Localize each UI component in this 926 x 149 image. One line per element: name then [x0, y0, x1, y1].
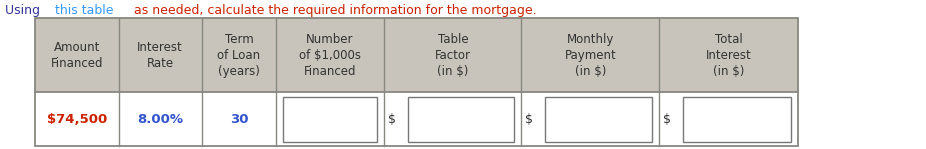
- Text: Total
Interest
(in $): Total Interest (in $): [706, 33, 752, 78]
- Text: Table
Factor
(in $): Table Factor (in $): [435, 33, 470, 78]
- Text: 30: 30: [230, 113, 248, 126]
- Bar: [283, 97, 377, 142]
- Text: Term
of Loan
(years): Term of Loan (years): [218, 33, 260, 78]
- Text: Using: Using: [5, 4, 44, 17]
- Bar: [408, 97, 514, 142]
- Text: Monthly
Payment
(in $): Monthly Payment (in $): [565, 33, 616, 78]
- Text: Amount
Financed: Amount Financed: [51, 41, 103, 70]
- Text: $: $: [525, 113, 533, 126]
- Text: as needed, calculate the required information for the mortgage.: as needed, calculate the required inform…: [131, 4, 537, 17]
- Text: 8.00%: 8.00%: [137, 113, 183, 126]
- Text: Number
of $1,000s
Financed: Number of $1,000s Financed: [299, 33, 361, 78]
- Bar: [35, 18, 798, 92]
- Text: $74,500: $74,500: [46, 113, 107, 126]
- Text: $: $: [388, 113, 396, 126]
- Bar: [35, 18, 798, 146]
- Bar: [545, 97, 652, 142]
- Bar: [35, 18, 798, 146]
- Bar: [35, 92, 798, 146]
- Bar: [683, 97, 791, 142]
- Text: this table: this table: [55, 4, 114, 17]
- Text: $: $: [663, 113, 671, 126]
- Text: Interest
Rate: Interest Rate: [137, 41, 183, 70]
